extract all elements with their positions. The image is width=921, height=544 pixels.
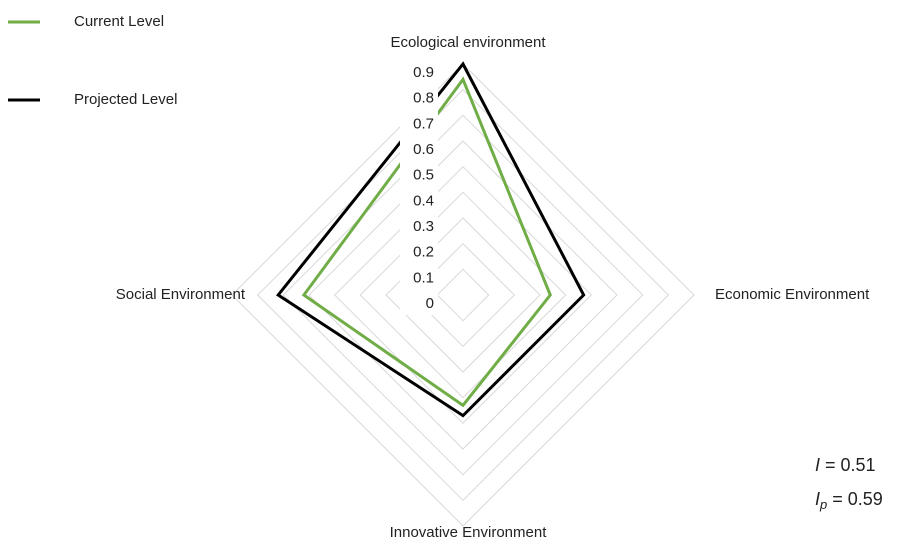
grid-ring bbox=[231, 63, 695, 527]
legend-label: Projected Level bbox=[74, 91, 177, 108]
annotation-symbol: I bbox=[815, 489, 820, 509]
category-label: Ecological environment bbox=[390, 34, 546, 51]
annotation: Ip = 0.59 bbox=[815, 489, 883, 513]
grid-ring bbox=[308, 140, 618, 450]
series-line bbox=[275, 61, 586, 418]
annotation: I = 0.51 bbox=[815, 455, 876, 475]
annotation-text: = 0.59 bbox=[827, 489, 883, 509]
tick-label: 0.2 bbox=[413, 244, 434, 261]
annotation-symbol: I bbox=[815, 455, 820, 475]
tick-label: 0.4 bbox=[413, 192, 434, 209]
grid-ring bbox=[282, 114, 644, 476]
series-line bbox=[301, 76, 552, 408]
tick-label: 0.3 bbox=[413, 218, 434, 235]
tick-label: 0 bbox=[426, 295, 434, 312]
tick-label: 0.5 bbox=[413, 167, 434, 184]
tick-label: 0.8 bbox=[413, 90, 434, 107]
grid-ring bbox=[359, 191, 567, 399]
tick-label: 0.7 bbox=[413, 115, 434, 132]
tick-label: 0.6 bbox=[413, 141, 434, 158]
tick-label-background bbox=[400, 60, 438, 315]
annotation-subscript: p bbox=[819, 497, 827, 512]
tick-label: 0.1 bbox=[413, 269, 434, 286]
category-label: Innovative Environment bbox=[390, 524, 548, 541]
annotation-text: = 0.51 bbox=[820, 455, 876, 475]
category-label: Social Environment bbox=[116, 286, 246, 303]
grid-ring bbox=[436, 268, 490, 322]
legend-label: Current Level bbox=[74, 13, 164, 30]
category-label: Economic Environment bbox=[715, 286, 870, 303]
grid-ring bbox=[333, 165, 593, 425]
tick-label: 0.9 bbox=[413, 64, 434, 81]
grid-ring bbox=[256, 88, 670, 502]
